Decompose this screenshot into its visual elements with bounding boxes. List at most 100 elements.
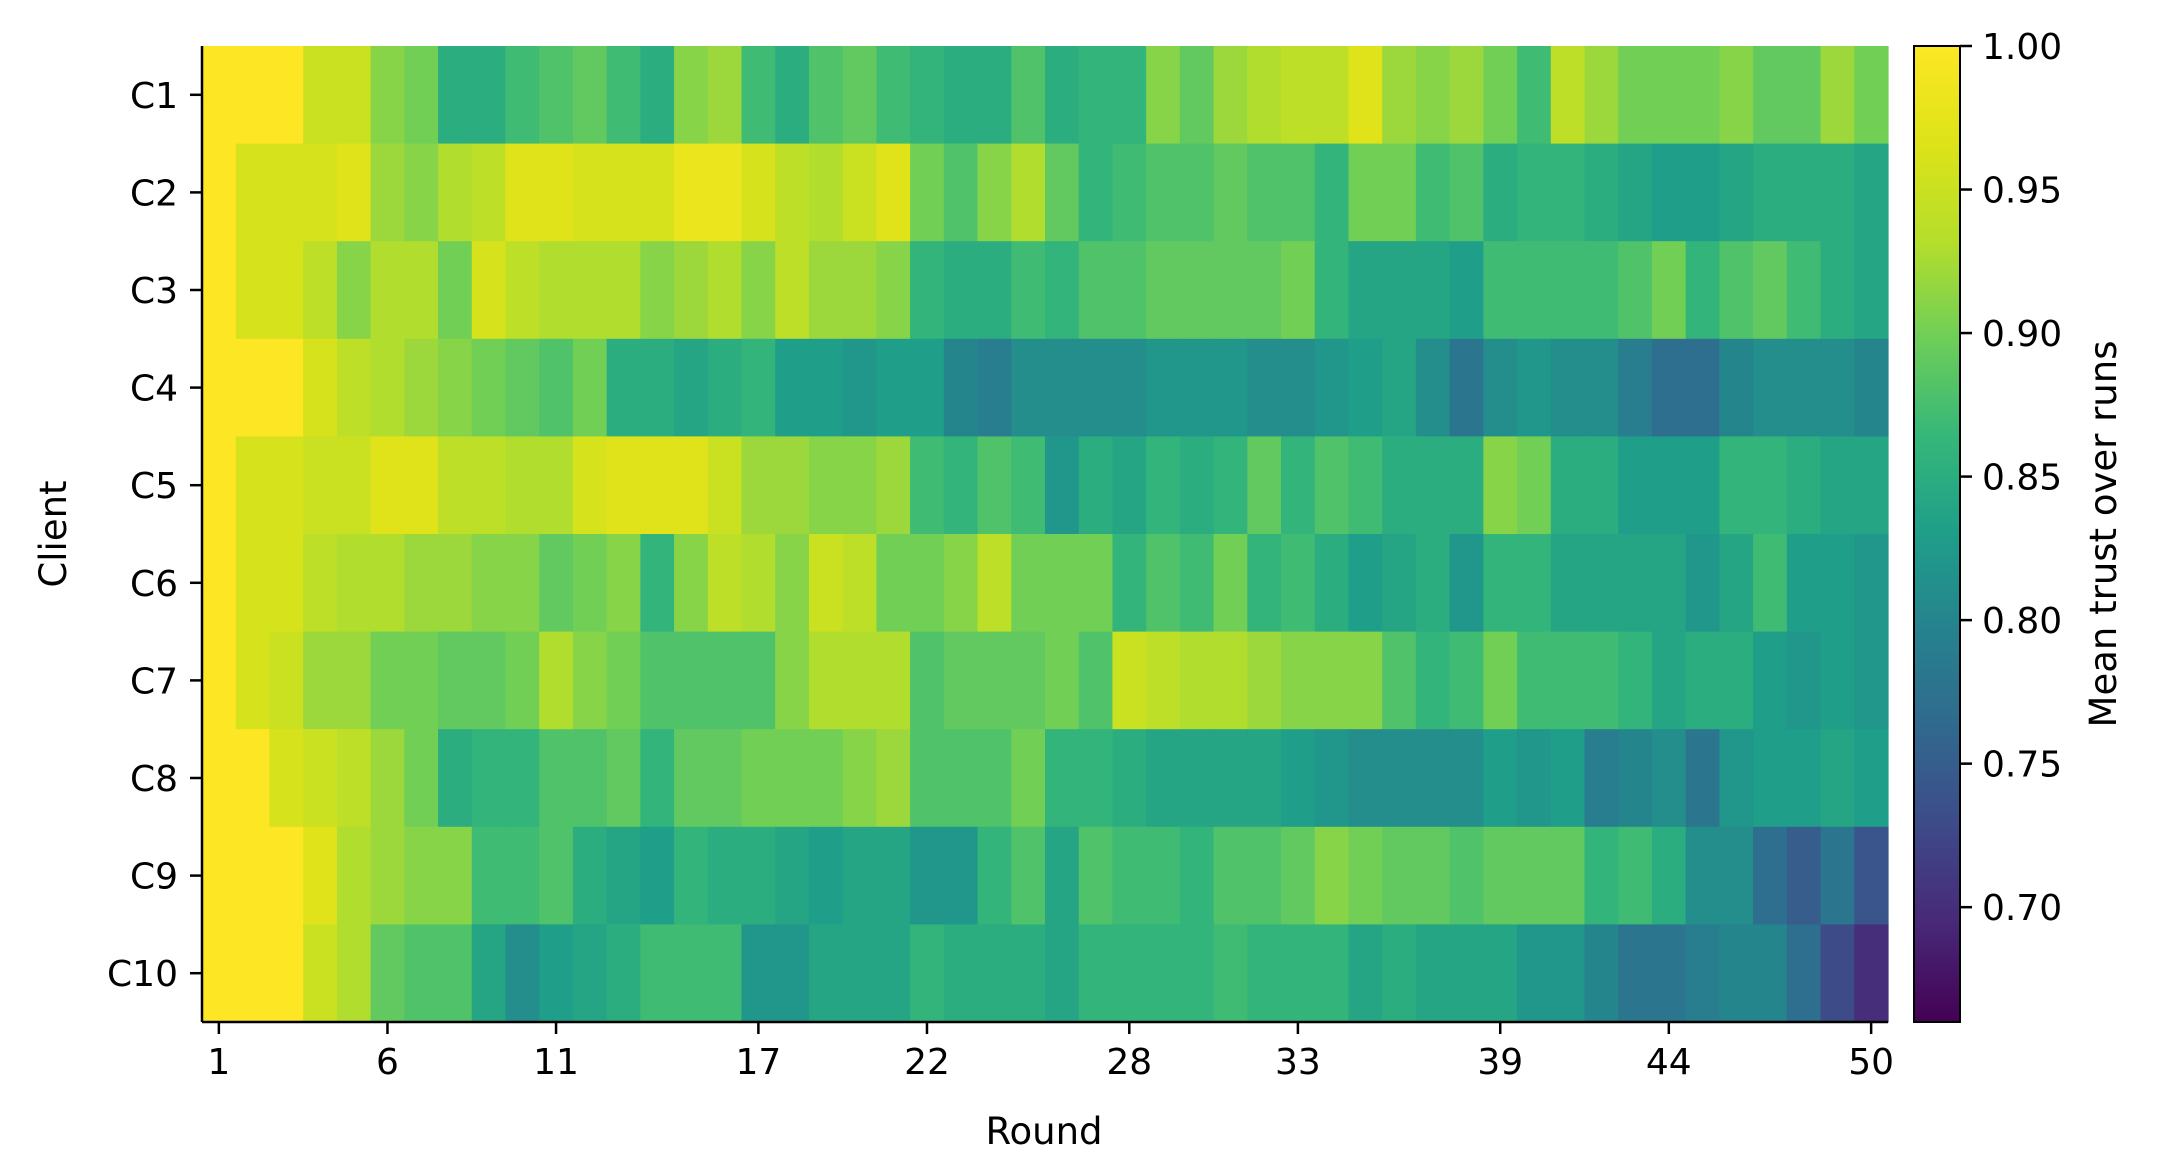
heatmap-cell xyxy=(741,729,776,828)
heatmap-cell xyxy=(1415,729,1451,828)
heatmap-cell xyxy=(1685,924,1720,1023)
heatmap-cell xyxy=(1618,436,1653,535)
heatmap-cell xyxy=(336,143,372,242)
heatmap-cell xyxy=(505,924,540,1023)
heatmap-cell xyxy=(572,631,608,730)
heatmap-cell xyxy=(640,46,675,145)
heatmap-cell xyxy=(1483,338,1518,437)
heatmap-cell xyxy=(775,436,810,535)
heatmap-cell xyxy=(1247,143,1282,242)
heatmap-cell xyxy=(1449,143,1484,242)
heatmap-cell xyxy=(1820,46,1855,145)
heatmap-cell xyxy=(471,631,507,730)
y-tick-label: C6 xyxy=(130,564,178,605)
heatmap-cell xyxy=(876,534,911,633)
heatmap-cell xyxy=(775,924,810,1023)
heatmap-cell xyxy=(1213,534,1248,633)
heatmap-cell xyxy=(1382,826,1417,925)
heatmap-cell xyxy=(1382,924,1417,1023)
heatmap-cell xyxy=(1854,631,1889,730)
heatmap-cell xyxy=(1348,143,1383,242)
heatmap-cell xyxy=(202,924,237,1023)
heatmap-cell xyxy=(1719,729,1754,828)
heatmap-cell xyxy=(1247,729,1282,828)
heatmap-cell xyxy=(707,436,743,535)
heatmap-cell xyxy=(303,924,338,1023)
heatmap-cell xyxy=(1146,436,1181,535)
heatmap-cell xyxy=(370,924,405,1023)
heatmap-cell xyxy=(1820,631,1855,730)
heatmap-cell xyxy=(1618,241,1653,340)
heatmap-cell xyxy=(1179,143,1215,242)
heatmap-cell xyxy=(1247,631,1282,730)
heatmap-cell xyxy=(1314,143,1350,242)
heatmap-cell xyxy=(977,46,1012,145)
heatmap-cell xyxy=(1584,436,1619,535)
heatmap-cell xyxy=(707,46,743,145)
heatmap-cell xyxy=(1247,924,1282,1023)
heatmap-cell xyxy=(1382,436,1417,535)
heatmap-cell xyxy=(775,826,810,925)
heatmap-cell xyxy=(1078,534,1114,633)
heatmap-cell xyxy=(1753,46,1788,145)
heatmap-cell xyxy=(235,826,271,925)
heatmap-cell xyxy=(1011,826,1046,925)
heatmap-cell xyxy=(303,241,338,340)
heatmap-cell xyxy=(1584,46,1619,145)
heatmap-cell xyxy=(808,534,844,633)
heatmap-cell xyxy=(640,826,675,925)
heatmap-cell xyxy=(1415,436,1451,535)
heatmap-cell xyxy=(1045,338,1080,437)
heatmap-cell xyxy=(977,143,1012,242)
heatmap-cell xyxy=(1281,631,1316,730)
heatmap-cell xyxy=(1517,436,1552,535)
heatmap-cell xyxy=(1753,338,1788,437)
heatmap-cell xyxy=(471,826,507,925)
heatmap-cell xyxy=(1314,534,1350,633)
heatmap-cell xyxy=(370,631,405,730)
heatmap-cell xyxy=(202,338,237,437)
heatmap-cell xyxy=(808,924,844,1023)
x-tick-label: 22 xyxy=(904,1042,950,1083)
colorbar-tick-label: 0.85 xyxy=(1982,458,2062,499)
heatmap-cell xyxy=(943,534,979,633)
x-tick-label: 33 xyxy=(1275,1042,1321,1083)
heatmap-cell xyxy=(1651,436,1687,535)
heatmap-cell xyxy=(1651,338,1687,437)
heatmap-cell xyxy=(1651,924,1687,1023)
heatmap-cell xyxy=(910,924,945,1023)
heatmap-cell xyxy=(674,826,709,925)
heatmap-cell xyxy=(202,436,237,535)
heatmap-cell xyxy=(505,241,540,340)
heatmap-cell xyxy=(1078,46,1114,145)
heatmap-cell xyxy=(741,338,776,437)
heatmap-cell xyxy=(1685,729,1720,828)
heatmap-cell xyxy=(336,729,372,828)
heatmap-cell xyxy=(505,826,540,925)
heatmap-cell xyxy=(1550,534,1586,633)
heatmap-cell xyxy=(1011,729,1046,828)
heatmap-cell xyxy=(1146,338,1181,437)
heatmap-cell xyxy=(404,534,439,633)
colorbar-tick-label: 0.95 xyxy=(1982,171,2062,212)
heatmap-cell xyxy=(640,241,675,340)
heatmap-cell xyxy=(370,338,405,437)
y-tick-label: C1 xyxy=(130,76,178,117)
heatmap-cell xyxy=(1314,631,1350,730)
heatmap-cell xyxy=(1820,143,1855,242)
heatmap-cell xyxy=(1078,924,1114,1023)
heatmap-cell xyxy=(1483,826,1518,925)
heatmap-cell xyxy=(1719,143,1754,242)
y-tick-label: C5 xyxy=(130,466,178,507)
heatmap-cell xyxy=(842,338,877,437)
heatmap-cell xyxy=(808,241,844,340)
heatmap-cell xyxy=(1786,46,1822,145)
heatmap-cell xyxy=(235,534,271,633)
heatmap-cell xyxy=(1550,143,1586,242)
heatmap-cell xyxy=(505,338,540,437)
heatmap-cell xyxy=(404,436,439,535)
heatmap-cell xyxy=(842,826,877,925)
heatmap-cell xyxy=(438,436,473,535)
heatmap-cell xyxy=(1281,241,1316,340)
heatmap-cell xyxy=(943,826,979,925)
